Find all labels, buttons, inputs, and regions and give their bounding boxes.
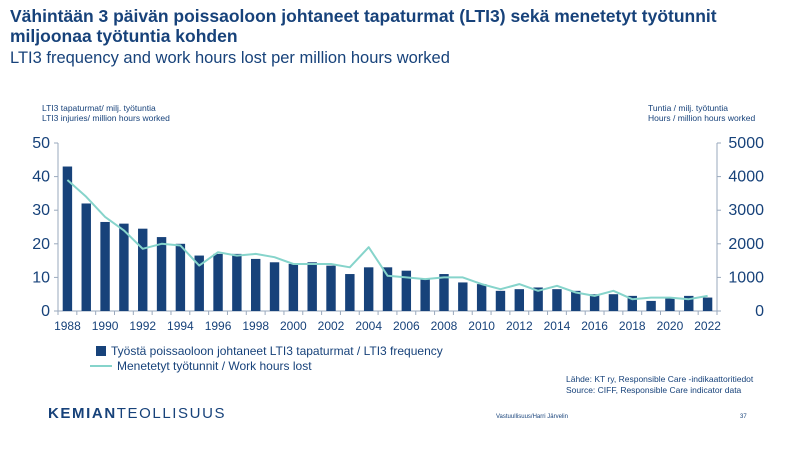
x-tick-label: 2018 bbox=[619, 319, 646, 333]
lti3-bar bbox=[571, 290, 581, 311]
lti3-bar bbox=[420, 279, 430, 311]
x-tick-label: 2010 bbox=[468, 319, 495, 333]
x-tick-label: 2008 bbox=[431, 319, 458, 333]
lti3-bar bbox=[250, 258, 261, 311]
footer-author: Vastuullisuus/Harri Järvelin bbox=[496, 414, 568, 420]
lti3-bar bbox=[439, 274, 449, 311]
lti3-bar bbox=[81, 203, 91, 311]
x-tick-label: 1990 bbox=[92, 319, 119, 333]
right-axis-label: Tuntia / milj. työtuntia Hours / million… bbox=[648, 103, 755, 123]
lti3-bar bbox=[156, 237, 167, 311]
right-tick-label: 1000 bbox=[728, 269, 764, 286]
x-tick-label: 1998 bbox=[242, 319, 269, 333]
lti3-bar bbox=[100, 221, 110, 311]
left-axis-label: LTI3 tapaturmat/ milj. työtuntia LTI3 in… bbox=[42, 103, 170, 123]
x-tick-label: 1996 bbox=[205, 319, 232, 333]
x-tick-label: 1988 bbox=[54, 319, 81, 333]
left-tick-label: 20 bbox=[32, 236, 50, 253]
right-tick-label: 5000 bbox=[728, 135, 764, 152]
lti3-bar bbox=[684, 295, 694, 311]
lti3-bar bbox=[288, 263, 299, 311]
legend-line-swatch bbox=[90, 364, 112, 367]
x-tick-label: 2020 bbox=[657, 319, 684, 333]
lti3-bar bbox=[363, 267, 374, 311]
lti3-bar bbox=[646, 300, 656, 311]
lti3-bar bbox=[458, 282, 468, 311]
page-number: 37 bbox=[740, 414, 747, 420]
right-tick-label: 2000 bbox=[728, 236, 764, 253]
work-hours-lost-line bbox=[66, 179, 708, 301]
lti3-bar bbox=[401, 270, 412, 311]
lti3-bar bbox=[533, 287, 543, 311]
source-line-en: Source: CIFF, Responsible Care indicator… bbox=[566, 385, 742, 395]
right-tick-label: 4000 bbox=[728, 169, 764, 186]
lti3-bar bbox=[269, 262, 280, 311]
lti3-bar bbox=[665, 297, 675, 311]
right-tick-label: 0 bbox=[755, 303, 764, 320]
left-tick-label: 40 bbox=[32, 169, 50, 186]
left-tick-label: 10 bbox=[32, 269, 50, 286]
legend-bar-label: Työstä poissaoloon johtaneet LTI3 tapatu… bbox=[111, 343, 443, 358]
lti3-bar bbox=[382, 267, 393, 311]
lti3-bar bbox=[345, 274, 355, 311]
x-tick-label: 2000 bbox=[280, 319, 307, 333]
right-tick-label: 3000 bbox=[728, 202, 764, 219]
left-axis-label-fi: LTI3 tapaturmat/ milj. työtuntia bbox=[42, 103, 156, 113]
left-axis-label-en: LTI3 injuries/ million hours worked bbox=[42, 113, 170, 123]
lti3-bar bbox=[307, 262, 317, 311]
legend: Työstä poissaoloon johtaneet LTI3 tapatu… bbox=[90, 343, 443, 373]
source-line-fi: Lähde: KT ry, Responsible Care -indikaat… bbox=[566, 374, 754, 384]
lti3-bar bbox=[514, 289, 525, 311]
lti3-bar bbox=[175, 243, 186, 311]
lti3-bar bbox=[608, 294, 619, 311]
x-tick-label: 2004 bbox=[355, 319, 382, 333]
legend-line-label: Menetetyt työtunnit / Work hours lost bbox=[117, 358, 312, 373]
lti3-bar bbox=[194, 255, 204, 311]
logo-regular-part: TEOLLISUUS bbox=[116, 405, 227, 422]
lti3-bar bbox=[326, 265, 336, 311]
lti3-bar bbox=[627, 295, 637, 311]
lti3-bar bbox=[138, 228, 148, 311]
lti3-bar bbox=[232, 253, 242, 311]
x-tick-label: 2022 bbox=[694, 319, 721, 333]
lti3-bar bbox=[552, 289, 562, 311]
left-tick-label: 30 bbox=[32, 202, 50, 219]
lti3-bar bbox=[589, 294, 600, 311]
right-axis-label-fi: Tuntia / milj. työtuntia bbox=[648, 103, 728, 113]
x-tick-label: 1994 bbox=[167, 319, 194, 333]
source-note: Lähde: KT ry, Responsible Care -indikaat… bbox=[566, 374, 753, 396]
legend-bar-swatch bbox=[96, 345, 106, 356]
kemianteollisuus-logo: KEMIANTEOLLISUUS bbox=[48, 405, 226, 422]
x-tick-label: 2006 bbox=[393, 319, 420, 333]
x-tick-label: 2012 bbox=[506, 319, 533, 333]
logo-bold-part: KEMIAN bbox=[48, 405, 117, 422]
chart-title: Vähintään 3 päivän poissaoloon johtaneet… bbox=[10, 6, 717, 46]
x-tick-label: 2016 bbox=[581, 319, 608, 333]
lti3-bar bbox=[213, 253, 223, 311]
legend-item-bars: Työstä poissaoloon johtaneet LTI3 tapatu… bbox=[96, 343, 443, 358]
right-axis-label-en: Hours / million hours worked bbox=[648, 113, 756, 123]
left-tick-label: 0 bbox=[41, 303, 50, 320]
lti3-bar bbox=[62, 166, 73, 311]
lti3-bar bbox=[495, 290, 506, 311]
lti3-bar bbox=[702, 297, 713, 311]
x-tick-label: 2014 bbox=[544, 319, 571, 333]
x-tick-label: 1992 bbox=[129, 319, 156, 333]
left-tick-label: 50 bbox=[32, 135, 50, 152]
lti3-bar bbox=[119, 223, 129, 311]
x-tick-label: 2002 bbox=[318, 319, 345, 333]
lti3-bar bbox=[476, 284, 487, 311]
chart-subtitle: LTI3 frequency and work hours lost per m… bbox=[10, 49, 450, 67]
legend-item-line: Menetetyt työtunnit / Work hours lost bbox=[90, 358, 443, 373]
